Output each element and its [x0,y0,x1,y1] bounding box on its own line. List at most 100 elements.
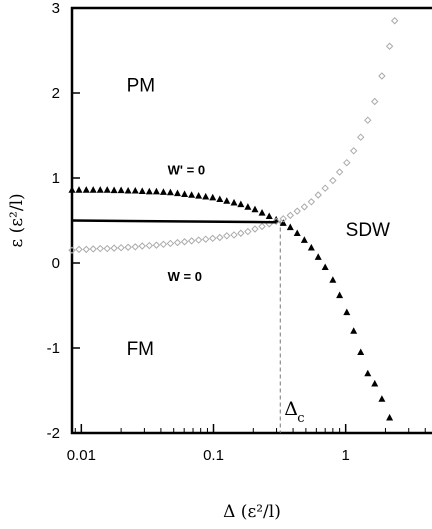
diamond-point [89,245,97,253]
triangle-point [209,193,217,201]
triangle-point [237,200,245,208]
diamond-point [216,233,224,242]
diamond-point [82,245,90,254]
triangle-point [279,219,287,226]
triangle-point [173,189,181,197]
diamond-point [357,133,365,141]
diamond-point [103,244,111,253]
diamond-point [166,239,175,248]
triangle-point [329,276,337,283]
triangle-point [293,229,301,237]
triangle-point [364,369,372,377]
triangle-point [166,188,174,196]
triangle-point [131,186,139,194]
triangle-point [314,253,322,260]
diamond-point [307,198,316,206]
y-tick-label: 1 [52,170,60,187]
triangle-point [110,186,118,194]
triangle-point [145,187,153,195]
critical-label: Δ [284,398,298,420]
triangle-point [350,327,358,334]
diamond-point [187,237,196,245]
diamond-point [335,168,344,176]
diamond-point [378,72,386,80]
triangle-point [300,236,308,243]
y-tick-label: 0 [52,255,60,272]
critical-label-subscript: c [297,411,304,426]
triangle-point [202,192,210,200]
triangle-point [223,197,231,204]
triangle-point [371,379,379,387]
diamond-point [75,245,83,254]
diamond-point [138,242,146,250]
diamond-point [145,241,154,250]
triangle-point [244,203,252,210]
diamond-point [244,227,252,236]
triangle-point [159,188,167,195]
triangle-point [230,198,238,206]
diamond-point [117,243,125,252]
diamond-point [371,97,379,106]
triangle-point [96,186,104,193]
diamond-point [237,229,245,237]
diamond-point [110,244,118,252]
triangle-point [258,209,266,216]
diamond-point [68,246,76,254]
y-tick-label: 3 [52,0,60,17]
x-tick-label: 0.1 [203,447,224,464]
diamond-point [300,203,309,211]
triangle-point [138,187,146,194]
y-tick-label: -1 [47,340,60,357]
diamond-point [385,42,394,50]
x-tick-label: 0.01 [67,447,96,464]
region-label-fm: FM [127,339,154,360]
diamond-point [173,238,182,247]
w-zero-label: W = 0 [168,269,202,284]
region-label-sdw: SDW [346,220,390,241]
triangle-point [181,190,189,197]
diamond-point [329,176,337,185]
triangle-point [68,186,76,193]
diamond-point [293,207,301,215]
y-axis-label: ε (ε²/l) [7,193,27,247]
plot-area: -2 -1 0 1 2 3 0.01 0.1 1 [47,0,432,464]
triangle-point [195,192,203,199]
diamond-point [194,236,203,244]
x-tick-label: 1 [341,447,349,464]
triangle-point [152,187,160,195]
diamond-point [251,225,259,233]
diamond-point [152,241,161,249]
diamond-point [230,231,238,239]
triangle-point [89,186,97,193]
y-tick-label: 2 [52,85,60,102]
w-prime-zero-label: W' = 0 [168,163,205,178]
diamond-point [321,184,329,192]
triangle-point [386,413,394,421]
triangle-point [103,186,111,193]
x-axis-label: Δ (ε²/l) [223,502,281,522]
fm-boundary-line [71,219,277,224]
triangle-point [286,223,294,231]
diamond-point [223,232,231,240]
diamond-point [364,116,372,124]
triangle-point [357,348,365,356]
triangle-point [265,212,273,220]
diamond-point [286,211,294,220]
triangle-point [251,205,259,213]
triangle-point [188,191,196,198]
triangle-point [343,308,351,316]
triangle-point [216,195,224,203]
triangle-point [378,395,386,402]
triangle-point [75,186,83,193]
diamond-point [343,158,351,167]
data-markers [68,17,399,421]
diamond-point [279,215,287,223]
triangle-point [307,243,315,251]
triangle-point [117,186,125,194]
triangle-point [82,186,90,193]
triangle-point [321,263,329,271]
diamond-point [159,240,168,249]
diamond-point [96,244,104,253]
